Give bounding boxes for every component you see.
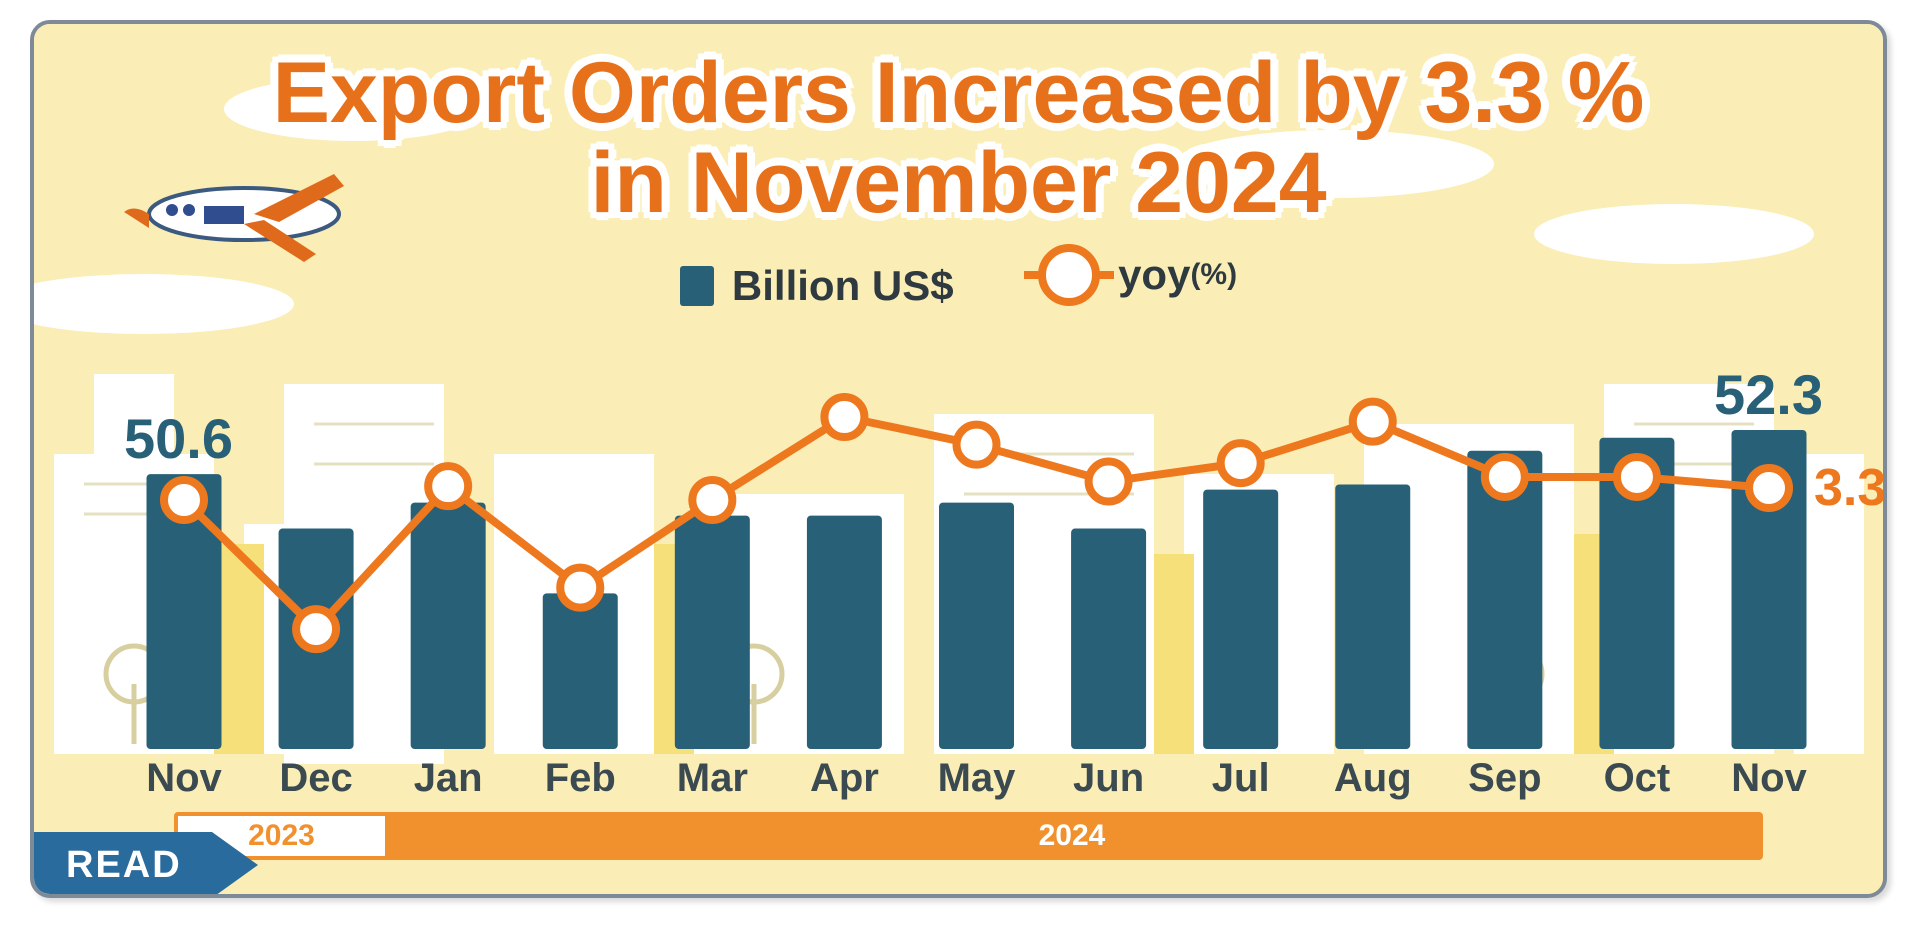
yoy-marker (1221, 443, 1261, 483)
yoy-marker (692, 480, 732, 520)
legend-line-sub: (%) (1190, 258, 1237, 292)
title-line2: in November 2024 (590, 135, 1326, 231)
read-button-angle-icon (212, 832, 258, 898)
legend-bar-label: Billion US$ (732, 262, 954, 310)
bar (411, 503, 486, 749)
bar (675, 516, 750, 749)
legend-line-label: yoy (1118, 251, 1190, 299)
month-label: Jun (1073, 756, 1144, 801)
month-label: Sep (1468, 756, 1541, 801)
yoy-marker (1617, 457, 1657, 497)
month-label: Feb (545, 756, 616, 801)
bar-swatch-icon (680, 266, 714, 306)
legend-line: yoy (%) (1038, 244, 1237, 306)
yoy-marker (824, 397, 864, 437)
month-label: Dec (279, 756, 352, 801)
year-track: 2023 2024 (174, 812, 1763, 860)
read-button[interactable]: READ (30, 832, 258, 898)
bar (543, 593, 618, 749)
month-label: Nov (1731, 756, 1807, 801)
month-label: Oct (1604, 756, 1671, 801)
bar (939, 503, 1014, 749)
yoy-marker (164, 480, 204, 520)
bar (1335, 484, 1410, 749)
bar (1071, 529, 1146, 749)
yoy-marker (1485, 457, 1525, 497)
month-label: Mar (677, 756, 748, 801)
yoy-marker (296, 609, 336, 649)
month-label: Jul (1212, 756, 1270, 801)
month-label: Apr (810, 756, 879, 801)
last-bar-value-label: 52.3 (1714, 362, 1823, 427)
line-swatch-icon (1038, 244, 1100, 306)
chart-title: Export Orders Increased by 3.3 % in Nove… (34, 48, 1883, 229)
yoy-marker (560, 568, 600, 608)
yoy-marker (1749, 468, 1789, 508)
month-label: May (938, 756, 1016, 801)
chart-legend: Billion US$ yoy (%) (34, 244, 1883, 311)
bar (1203, 490, 1278, 749)
chart-card: Export Orders Increased by 3.3 % in Nove… (30, 20, 1887, 898)
bar (807, 516, 882, 749)
yoy-marker (428, 466, 468, 506)
title-line1: Export Orders Increased by 3.3 % (273, 45, 1645, 141)
yoy-marker (1089, 462, 1129, 502)
yoy-marker (1353, 402, 1393, 442)
month-label: Jan (414, 756, 483, 801)
year-2024-segment: 2024 (385, 816, 1759, 856)
last-line-value-label: 3.3 (1814, 458, 1886, 518)
read-button-label: READ (30, 832, 212, 898)
month-label: Nov (146, 756, 222, 801)
first-bar-value-label: 50.6 (124, 406, 233, 471)
month-label: Aug (1334, 756, 1412, 801)
yoy-marker (957, 425, 997, 465)
legend-bar: Billion US$ (680, 262, 954, 310)
